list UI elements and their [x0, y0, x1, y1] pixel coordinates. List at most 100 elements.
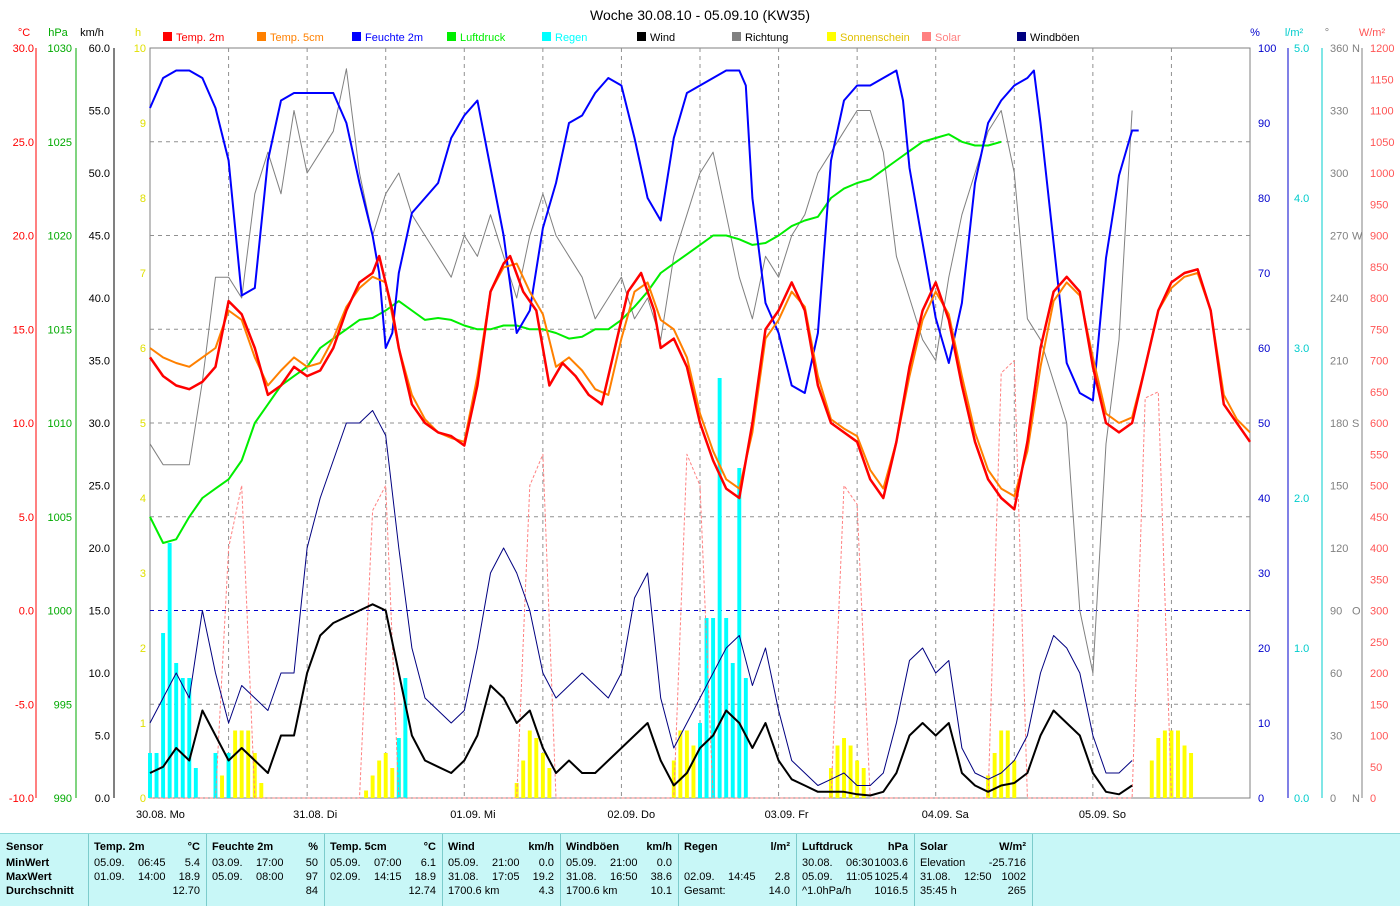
stats-cell-value: 14.0 — [768, 885, 790, 897]
rain-axis-unit: l/m² — [1285, 27, 1304, 39]
legend-label: Luftdruck — [460, 32, 506, 44]
sunshine-tick-label: 9 — [140, 118, 146, 130]
rain-bar — [180, 678, 185, 798]
x-day-label: 05.09. So — [1079, 809, 1126, 821]
rain-bar — [737, 468, 742, 798]
sunshine-tick-label: 8 — [140, 193, 146, 205]
humidity-tick-label: 20 — [1258, 643, 1270, 655]
stats-cell-value: 38.6 — [650, 871, 672, 883]
direction-cardinal-label: N — [1352, 43, 1360, 55]
legend-label: Temp. 5cm — [270, 32, 324, 44]
wind-tick-label: 0.0 — [95, 793, 110, 805]
stats-cell-date: 1700.6 km — [566, 885, 618, 897]
solar-tick-label: 950 — [1370, 199, 1388, 211]
stats-cell-date: 05.09. — [212, 871, 243, 883]
stats-cell-time: 11:05 — [846, 871, 873, 883]
pressure-tick-label: 1020 — [48, 231, 72, 243]
stats-header-unit: hPa — [887, 841, 908, 853]
wind-tick-label: 10.0 — [89, 668, 110, 680]
sunshine-axis-unit: h — [135, 27, 141, 39]
solar-tick-label: 800 — [1370, 293, 1388, 305]
stats-cell-time: 16:50 — [610, 871, 638, 883]
solar-tick-label: 850 — [1370, 262, 1388, 274]
stats-cell-value: 1025.4 — [874, 871, 908, 883]
wind-tick-label: 50.0 — [89, 168, 110, 180]
stats-cell-date: 31.08. — [448, 871, 479, 883]
stats-panel: Sensor MinWert MaxWert Durchschnitt Temp… — [0, 833, 1400, 906]
stats-cell-time: 17:05 — [492, 871, 520, 883]
sunshine-bar — [252, 753, 257, 798]
stats-cell-time: 06:45 — [138, 857, 166, 869]
solar-tick-label: 1050 — [1370, 137, 1394, 149]
stats-cell-time: 21:00 — [492, 857, 520, 869]
humidity-line — [149, 69, 1139, 402]
solar-tick-label: 400 — [1370, 543, 1388, 555]
legend-label: Wind — [650, 32, 675, 44]
stats-cell-date: Gesamt: — [684, 885, 726, 897]
sunshine-bar — [1162, 730, 1167, 798]
stats-cell-time: 14:15 — [374, 871, 402, 883]
pressure-axis-unit: hPa — [48, 27, 68, 39]
rain-bar — [698, 723, 702, 798]
sunshine-tick-label: 6 — [140, 343, 146, 355]
stats-cell-value: 18.9 — [414, 871, 436, 883]
stats-cell-value: 1003.6 — [874, 857, 908, 869]
pressure-tick-label: 995 — [54, 699, 72, 711]
solar-tick-label: 100 — [1370, 731, 1388, 743]
legend-swatch — [352, 32, 361, 41]
stats-cell-time: 06:30 — [846, 857, 874, 869]
solar-tick-label: 1000 — [1370, 168, 1394, 180]
rain-bar — [403, 678, 408, 798]
solar-tick-label: 1200 — [1370, 43, 1394, 55]
legend-swatch — [732, 32, 741, 41]
stats-cell-date: 05.09. — [94, 857, 125, 869]
sunshine-bar — [671, 760, 676, 798]
stats-cell-date: 05.09. — [448, 857, 479, 869]
rain-bar — [193, 768, 198, 798]
x-day-label: 31.08. Di — [293, 809, 337, 821]
pressure-line — [149, 133, 1002, 544]
wind-tick-label: 25.0 — [89, 481, 110, 493]
x-day-label: 02.09. Do — [607, 809, 655, 821]
stats-cell-date: 02.09. — [330, 871, 361, 883]
direction-tick-label: 210 — [1330, 356, 1348, 368]
temp-tick-label: 15.0 — [13, 324, 34, 336]
rain-bar — [161, 633, 166, 798]
sunshine-bar — [370, 775, 375, 798]
stats-col-luftdruck: Luftdruck hPa 30.08. 06:30 1003.6 05.09. 11:05… — [796, 834, 915, 906]
legend-label: Feuchte 2m — [365, 32, 423, 44]
stats-cell-value: 1002 — [1001, 871, 1026, 883]
solar-tick-label: 200 — [1370, 668, 1388, 680]
wind-tick-label: 60.0 — [89, 43, 110, 55]
legend-swatch — [257, 32, 266, 41]
stats-cell-value: 12.70 — [172, 885, 200, 897]
x-axis-labels: 30.08. Mo 31.08. Di 01.09. Mi 02.09. Do 03.0… — [136, 809, 1126, 821]
wind-tick-label: 15.0 — [89, 606, 110, 618]
wind-tick-label: 45.0 — [89, 231, 110, 243]
stats-header-label: Feuchte 2m — [212, 841, 274, 853]
direction-tick-label: 330 — [1330, 106, 1348, 118]
sunshine-tick-label: 2 — [140, 643, 146, 655]
sunshine-bar — [1189, 753, 1194, 798]
solar-tick-label: 250 — [1370, 637, 1388, 649]
direction-tick-label: 60 — [1330, 668, 1342, 680]
pressure-tick-label: 990 — [54, 793, 72, 805]
rain-bar — [717, 378, 722, 798]
stats-col-feuchte-2m: Feuchte 2m% 03.09. 17:00 50 05.09. 08:00 97 84 — [206, 834, 325, 906]
direction-tick-label: 90 — [1330, 606, 1342, 618]
stats-cell-value: 2.8 — [774, 871, 790, 883]
temp-tick-label: 20.0 — [13, 231, 34, 243]
legend-swatch — [827, 32, 836, 41]
temp-tick-label: -5.0 — [15, 699, 34, 711]
stats-cell-date: 01.09. — [94, 871, 125, 883]
legend-swatch — [922, 32, 931, 41]
sunshine-bar — [220, 775, 224, 798]
sunshine-bar — [999, 730, 1004, 798]
direction-tick-label: 120 — [1330, 543, 1348, 555]
stats-cell-time: 12:50 — [964, 871, 992, 883]
sunshine-bar — [678, 730, 683, 798]
stats-cell-value: 50 — [305, 857, 318, 869]
stats-cell-value: 12.74 — [408, 885, 436, 897]
stats-header-unit: km/h — [528, 841, 554, 853]
chart-lines — [148, 68, 1252, 799]
